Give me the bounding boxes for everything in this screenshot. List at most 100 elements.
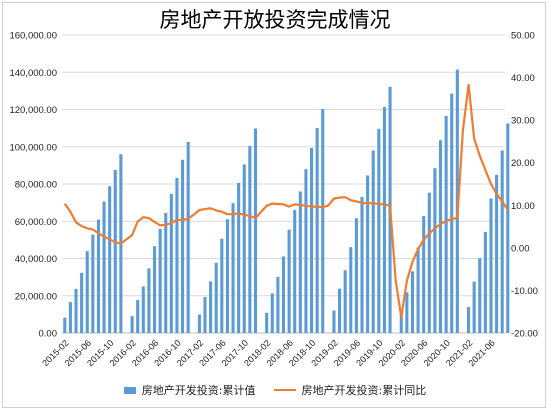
bar [438,140,443,333]
bar [309,148,314,333]
bar [231,203,235,333]
left-tick-label: 140,000.00 [9,68,57,79]
bar [298,191,302,333]
line-series [63,83,509,319]
legend-line-swatch [273,389,296,391]
bar [85,251,89,333]
bar [270,293,274,333]
line-path [63,83,509,319]
bar [164,213,168,333]
right-tick-label: -10.00 [511,286,538,297]
bar [130,316,134,333]
bar [102,201,106,333]
left-tick-label: 120,000.00 [9,105,57,116]
bar [197,314,201,333]
bar [265,312,269,333]
bar [181,159,185,333]
bar [248,146,252,333]
bar [338,288,342,333]
left-tick-label: 40,000.00 [15,254,57,265]
bar [74,288,78,333]
legend-bar-swatch [123,386,136,394]
legend: 房地产开发投资:累计值 房地产开发投资:累计同比 [0,382,550,398]
bar [444,115,448,334]
bar [371,150,375,333]
bar [186,141,190,333]
right-tick-label: 10.00 [511,201,535,212]
bar [113,169,117,333]
bar [203,297,207,333]
right-tick-label: 30.00 [511,116,535,127]
bar [405,292,409,333]
right-tick-label: 0.00 [511,243,530,254]
bar [304,169,308,333]
bar [427,192,431,333]
right-tick-label: 20.00 [511,158,535,169]
bar [175,177,179,333]
bar [68,302,72,333]
bar [276,276,280,333]
bar [495,174,499,333]
bar [147,268,151,333]
bar [343,270,347,333]
x-axis-ticks: 2015-022015-062015-102016-022016-062016-… [40,338,497,368]
bar [242,164,246,333]
bar [377,128,381,333]
bar [332,310,336,333]
bar [152,246,157,333]
bar [360,197,364,333]
bar [225,219,229,333]
bar [281,256,286,333]
left-tick-label: 80,000.00 [15,180,57,191]
bar [209,281,213,333]
bar [467,307,471,333]
bar [108,186,112,333]
bar [354,218,358,333]
bar [287,229,291,333]
right-axis-ticks: -20.00 -10.00 0.00 10.00 20.00 30.00 40.00 50.0… [511,31,538,340]
bar [220,238,224,333]
bar [80,272,84,333]
bar [96,219,100,333]
bar [91,234,95,333]
bar [321,109,325,333]
left-tick-label: 60,000.00 [15,217,57,228]
left-tick-label: 0.00 [39,329,58,340]
bar [489,198,493,333]
left-tick-label: 20,000.00 [15,291,57,302]
bar [382,107,386,333]
bar [506,123,510,333]
left-tick-label: 100,000.00 [9,142,57,153]
right-tick-label: 50.00 [511,31,535,42]
bar [158,228,162,333]
bar [422,216,426,333]
bar [169,194,173,333]
bar [483,231,487,333]
bar [136,300,140,333]
bar [253,128,258,333]
legend-item-bar: 房地产开发投资:累计值 [123,382,256,398]
bar-series [63,69,510,334]
right-tick-label: 40.00 [511,73,535,84]
bar [500,150,504,333]
bar [349,247,353,333]
bar [478,258,482,333]
bar [399,314,403,333]
bar [237,182,241,333]
bar [450,93,454,333]
left-tick-label: 160,000.00 [9,31,57,42]
bar [63,317,67,333]
bar [433,168,437,333]
legend-item-line: 房地产开发投资:累计同比 [273,382,426,398]
chart-frame [2,2,546,408]
bar [366,175,370,333]
chart-title: 房地产开放投资完成情况 [159,8,391,32]
bar [293,210,297,333]
bar [416,247,420,333]
bar [315,127,319,333]
left-axis-ticks: 0.00 20,000.00 40,000.00 60,000.00 80,000.00… [9,31,57,340]
bar [214,262,218,333]
bar [472,281,476,333]
right-tick-label: -20.00 [511,329,538,340]
